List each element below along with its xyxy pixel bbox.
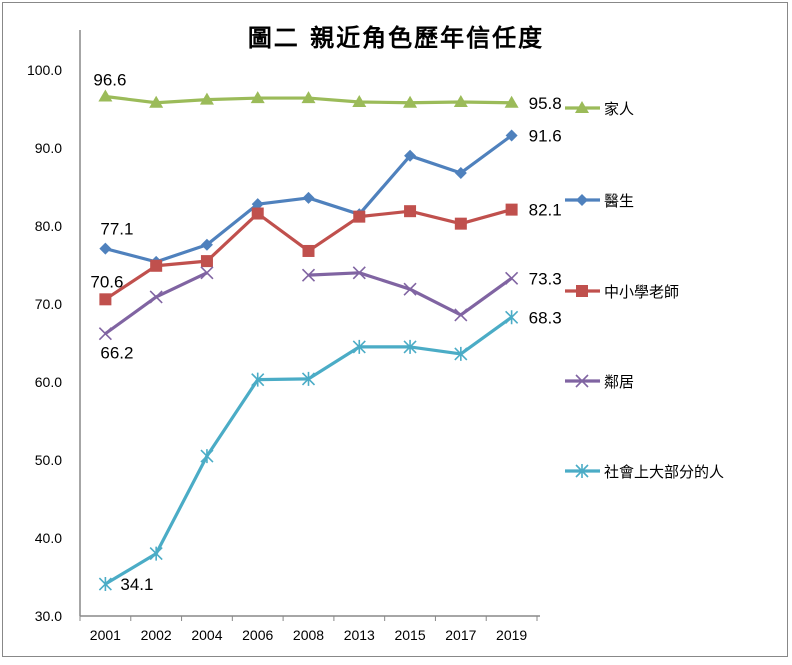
data-point [301,268,316,282]
x-tick-label: 2002 [141,627,172,643]
legend-label: 中小學老師 [604,283,679,301]
data-point [301,371,316,386]
legend-marker [575,464,589,478]
x-tick-label: 2019 [496,627,527,643]
data-point [149,546,163,561]
data-point [251,372,265,387]
data-point [99,293,112,306]
data-point [454,346,468,361]
data-point [200,255,213,268]
legend-marker [576,285,588,297]
data-point [199,92,214,105]
data-point [505,129,518,142]
data-point [352,94,367,107]
data-point [505,310,519,325]
data-point [200,449,214,464]
data-point [302,191,315,204]
y-tick-label: 30.0 [35,608,62,624]
legend-marker [575,374,589,388]
data-label: 91.6 [529,127,562,146]
data-point [403,339,417,354]
x-tick-label: 2006 [242,627,273,643]
data-label: 77.1 [100,220,133,239]
data-point [98,577,112,592]
legend-label: 醫生 [604,192,634,210]
data-point [200,266,214,280]
y-tick-label: 50.0 [35,452,62,468]
data-point [251,198,264,211]
y-tick-label: 100.0 [27,62,62,78]
data-point [352,266,366,280]
data-label: 70.6 [90,272,123,291]
data-point [98,327,112,341]
data-label: 73.3 [529,269,562,288]
series-line [104,315,513,586]
y-tick-label: 40.0 [35,530,62,546]
legend-label: 鄰居 [604,373,634,391]
x-tick-label: 2017 [445,627,476,643]
legend-label: 家人 [604,100,634,118]
data-point [98,89,113,102]
series-line [104,271,513,335]
data-point [353,210,366,223]
data-label: 68.3 [529,308,562,327]
data-label: 34.1 [120,575,153,594]
legend-marker [576,194,588,206]
data-point [250,91,265,104]
data-point [301,91,316,104]
x-tick-label: 2013 [344,627,375,643]
data-point [99,242,112,255]
data-label: 96.6 [93,71,126,90]
y-tick-label: 60.0 [35,374,62,390]
x-tick-label: 2001 [90,627,121,643]
x-tick-label: 2008 [293,627,324,643]
y-tick-label: 70.0 [35,296,62,312]
x-tick-label: 2004 [191,627,222,643]
y-tick-label: 90.0 [35,140,62,156]
data-point [504,95,519,108]
data-point [404,205,417,218]
data-point [200,238,213,251]
x-tick-label: 2015 [394,627,425,643]
data-point [352,339,366,354]
data-label: 66.2 [100,344,133,363]
data-point [403,95,418,108]
legend-label: 社會上大部分的人 [604,463,724,481]
legend-marker [575,101,589,113]
data-point [454,308,468,322]
data-point [454,166,467,179]
data-point [454,217,467,230]
data-point [302,244,315,257]
chart-frame [2,2,788,657]
y-tick-label: 80.0 [35,218,62,234]
chart-title: 圖二 親近角色歷年信任度 [247,23,545,52]
data-point [505,203,518,216]
data-point [403,282,417,296]
data-point [404,149,417,162]
data-point [150,259,163,272]
data-point [149,95,164,108]
data-point [251,207,264,220]
data-point [505,271,519,285]
data-label: 82.1 [529,201,562,220]
data-point [453,94,468,107]
data-point [149,290,163,304]
data-label: 95.8 [529,94,562,113]
